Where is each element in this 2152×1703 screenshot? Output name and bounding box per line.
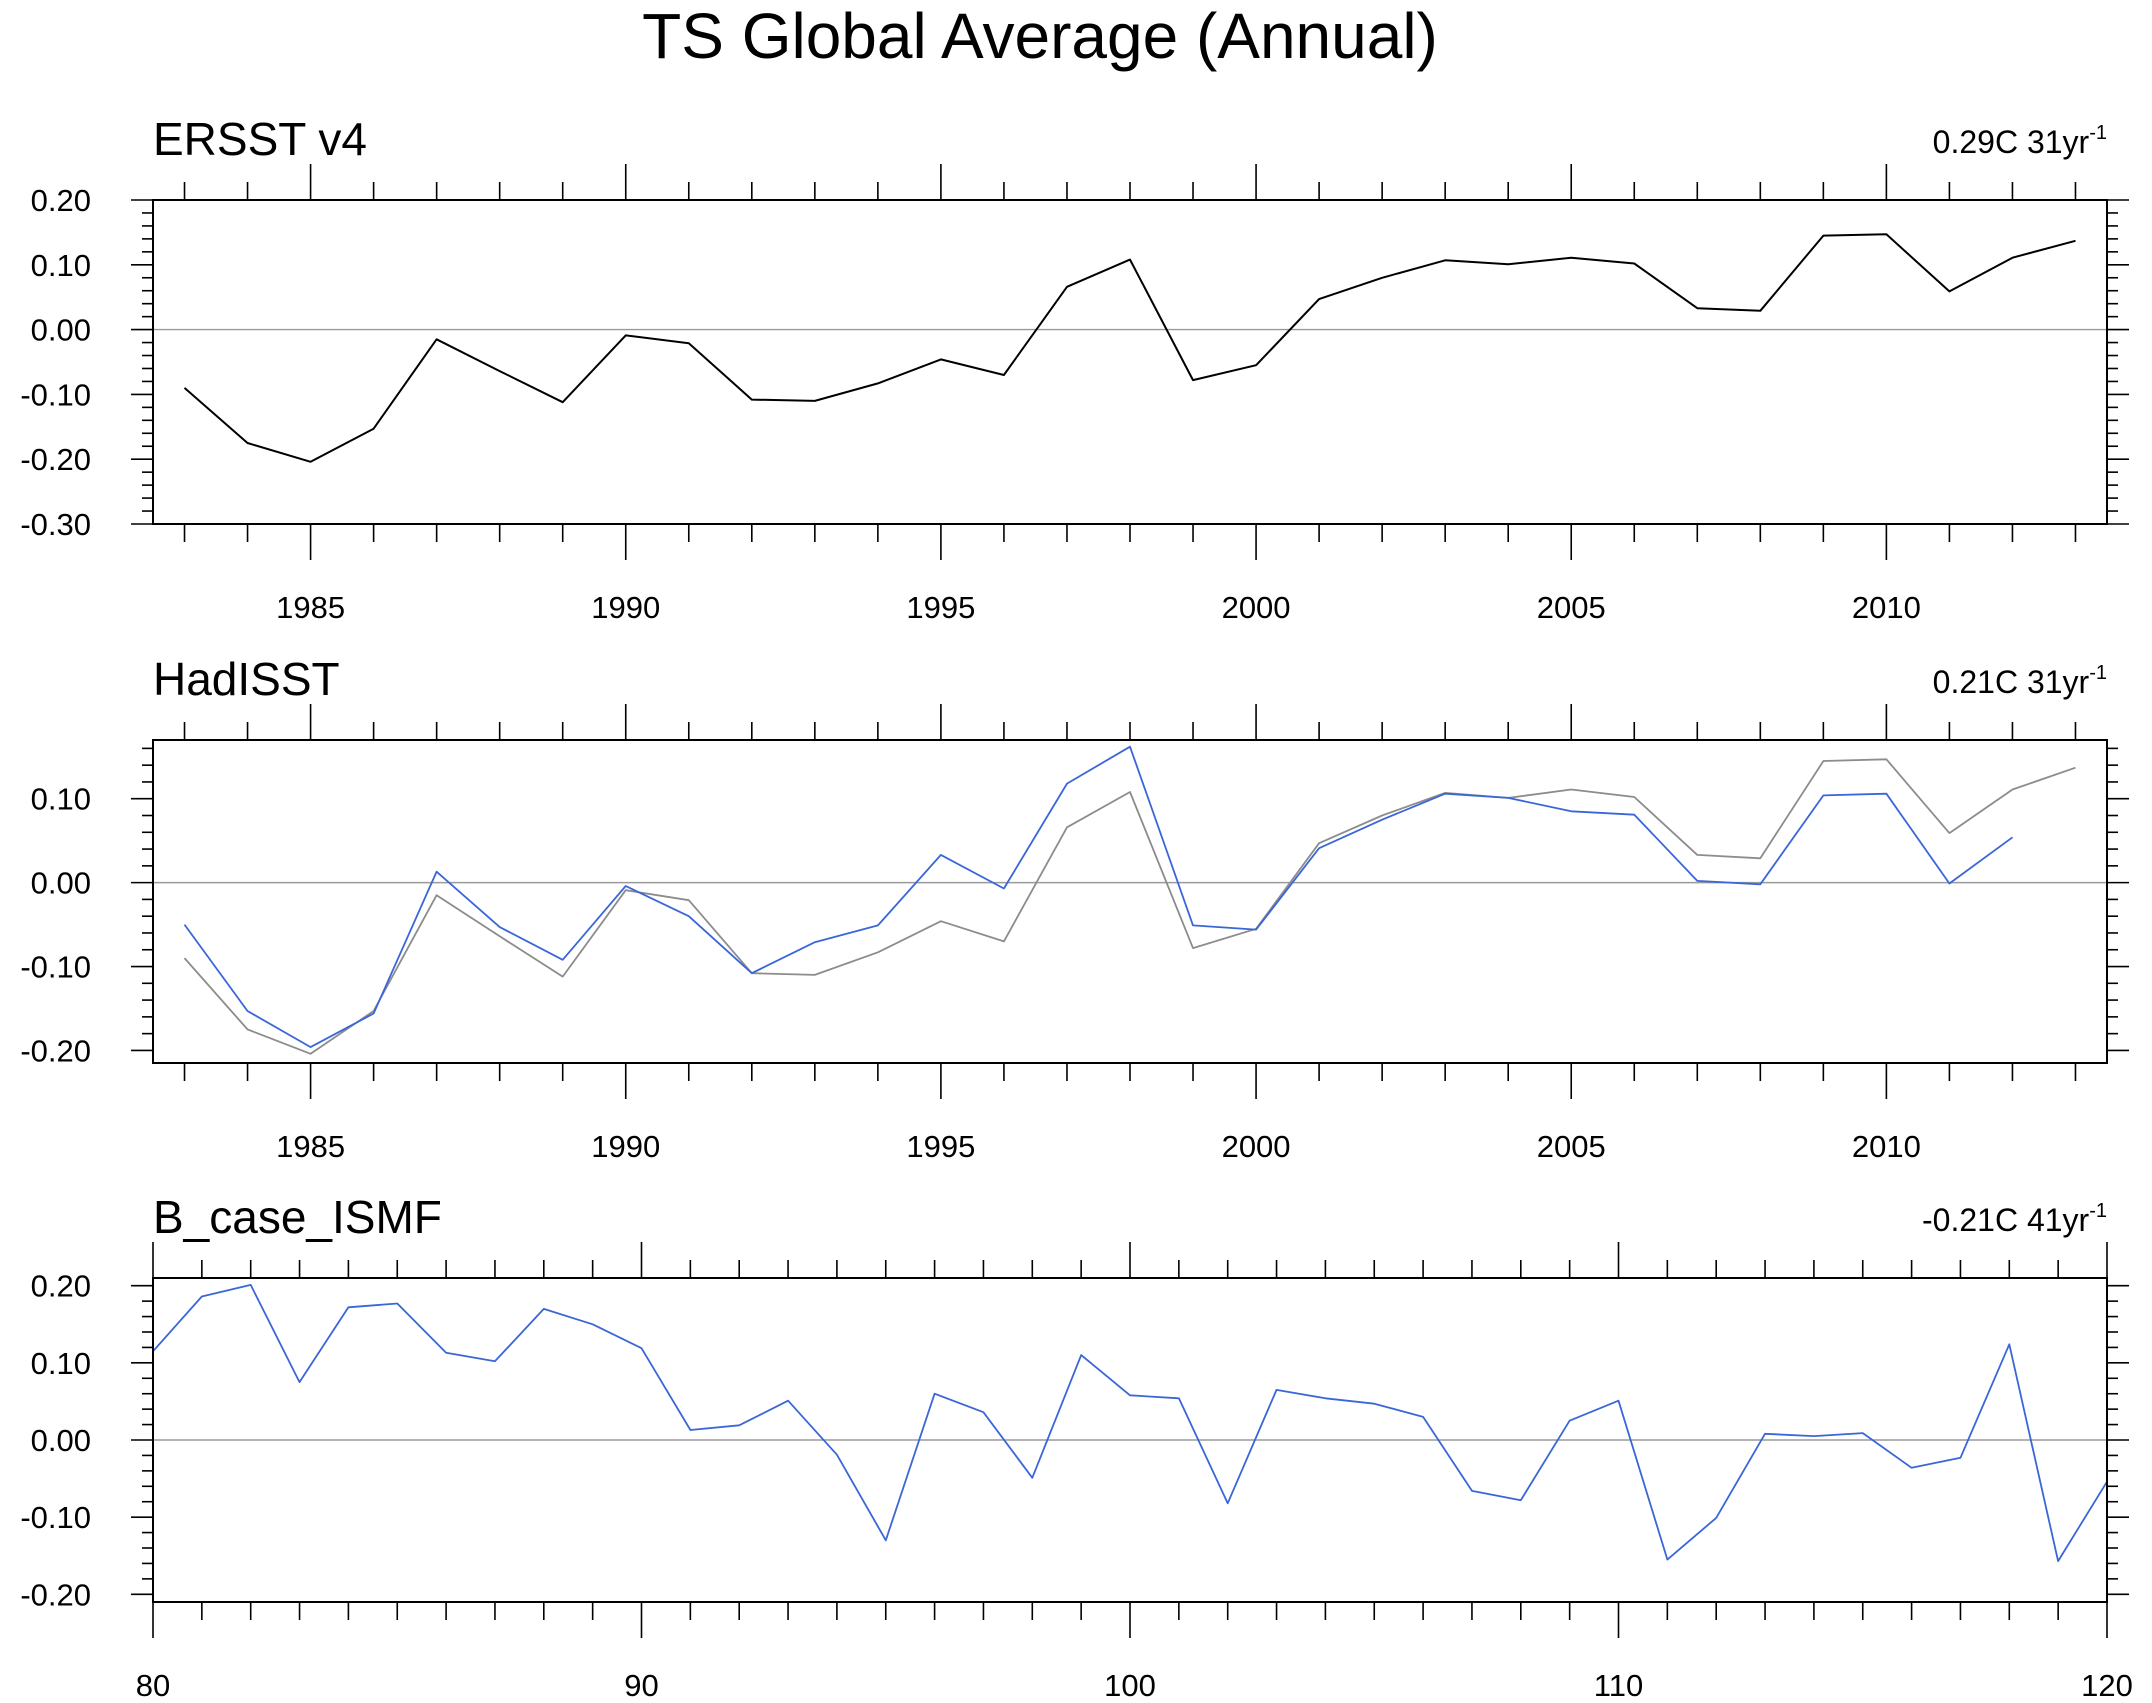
panel-hadisst: HadISST 0.21C 31yr-1 -0.20 -0.10 0.00 0.10 198… [20, 653, 2129, 1164]
x-tick-label: 2000 [1222, 590, 1291, 625]
trend-label: 0.29C 31yr-1 [1933, 122, 2107, 160]
y-tick-label: -0.20 [20, 1033, 91, 1068]
trend-exponent: -1 [2089, 122, 2107, 144]
x-tick-label: 1985 [276, 1129, 345, 1164]
figure-title: TS Global Average (Annual) [642, 0, 1438, 72]
trend-exponent: -1 [2089, 1200, 2107, 1222]
x-tick-label: 1985 [276, 590, 345, 625]
trend-value: 0.21C 31yr [1933, 664, 2090, 700]
trend-exponent: -1 [2089, 662, 2107, 684]
y-tick-label: -0.10 [20, 950, 91, 985]
series-line-hadisst-1 [183, 745, 2014, 1048]
x-tick-label: 1995 [906, 1129, 975, 1164]
x-tick-label: 2005 [1537, 1129, 1606, 1164]
x-tick-label: 120 [2081, 1668, 2133, 1703]
y-tick-label: -0.20 [20, 1577, 91, 1612]
y-tick-label: -0.10 [20, 377, 91, 412]
trend-value: 0.29C 31yr [1933, 124, 2090, 160]
panel-title: ERSST v4 [153, 113, 367, 165]
x-tick-label: 2010 [1852, 590, 1921, 625]
plot-frame [152, 1277, 2108, 1603]
x-tick-label: 90 [624, 1668, 658, 1703]
panel-b-case-ismf: B_case_ISMF -0.21C 41yr-1 -0.20 -0.10 0.00 0.… [20, 1191, 2133, 1703]
plot-frame [152, 199, 2108, 525]
y-tick-label: -0.10 [20, 1500, 91, 1535]
y-tick-label: 0.10 [31, 1346, 91, 1381]
y-tick-label: 0.00 [31, 866, 91, 901]
y-tick-label: 0.10 [31, 248, 91, 283]
panel-title: HadISST [153, 653, 340, 705]
y-tick-label: 0.00 [31, 1423, 91, 1458]
y-tick-label: -0.20 [20, 442, 91, 477]
y-tick-label: 0.00 [31, 313, 91, 348]
series-line-hadisst-0 [183, 758, 2076, 1055]
x-tick-label: 1990 [591, 1129, 660, 1164]
x-tick-label: 100 [1104, 1668, 1156, 1703]
y-tick-label: 0.20 [31, 1269, 91, 1304]
panel-title: B_case_ISMF [153, 1191, 442, 1243]
trend-label: 0.21C 31yr-1 [1933, 662, 2107, 700]
x-tick-label: 110 [1594, 1668, 1643, 1703]
x-tick-label: 1990 [591, 590, 660, 625]
plot-frame [152, 739, 2108, 1064]
x-tick-label: 1995 [906, 590, 975, 625]
x-tick-label: 2010 [1852, 1129, 1921, 1164]
series-line-b-case-ismf-0 [152, 1284, 2108, 1562]
trend-label: -0.21C 41yr-1 [1922, 1200, 2107, 1238]
x-tick-label: 2005 [1537, 590, 1606, 625]
x-tick-label: 2000 [1222, 1129, 1291, 1164]
trend-value: -0.21C 41yr [1922, 1202, 2090, 1238]
series-line-ersst-v4-0 [183, 233, 2076, 463]
panel-ersst-v4: ERSST v4 0.29C 31yr-1 -0.30 -0.20 -0.10 0.00 0… [20, 113, 2129, 625]
y-tick-label: 0.20 [31, 183, 91, 218]
x-tick-label: 80 [136, 1668, 170, 1703]
y-tick-label: -0.30 [20, 507, 91, 542]
y-tick-label: 0.10 [31, 782, 91, 817]
